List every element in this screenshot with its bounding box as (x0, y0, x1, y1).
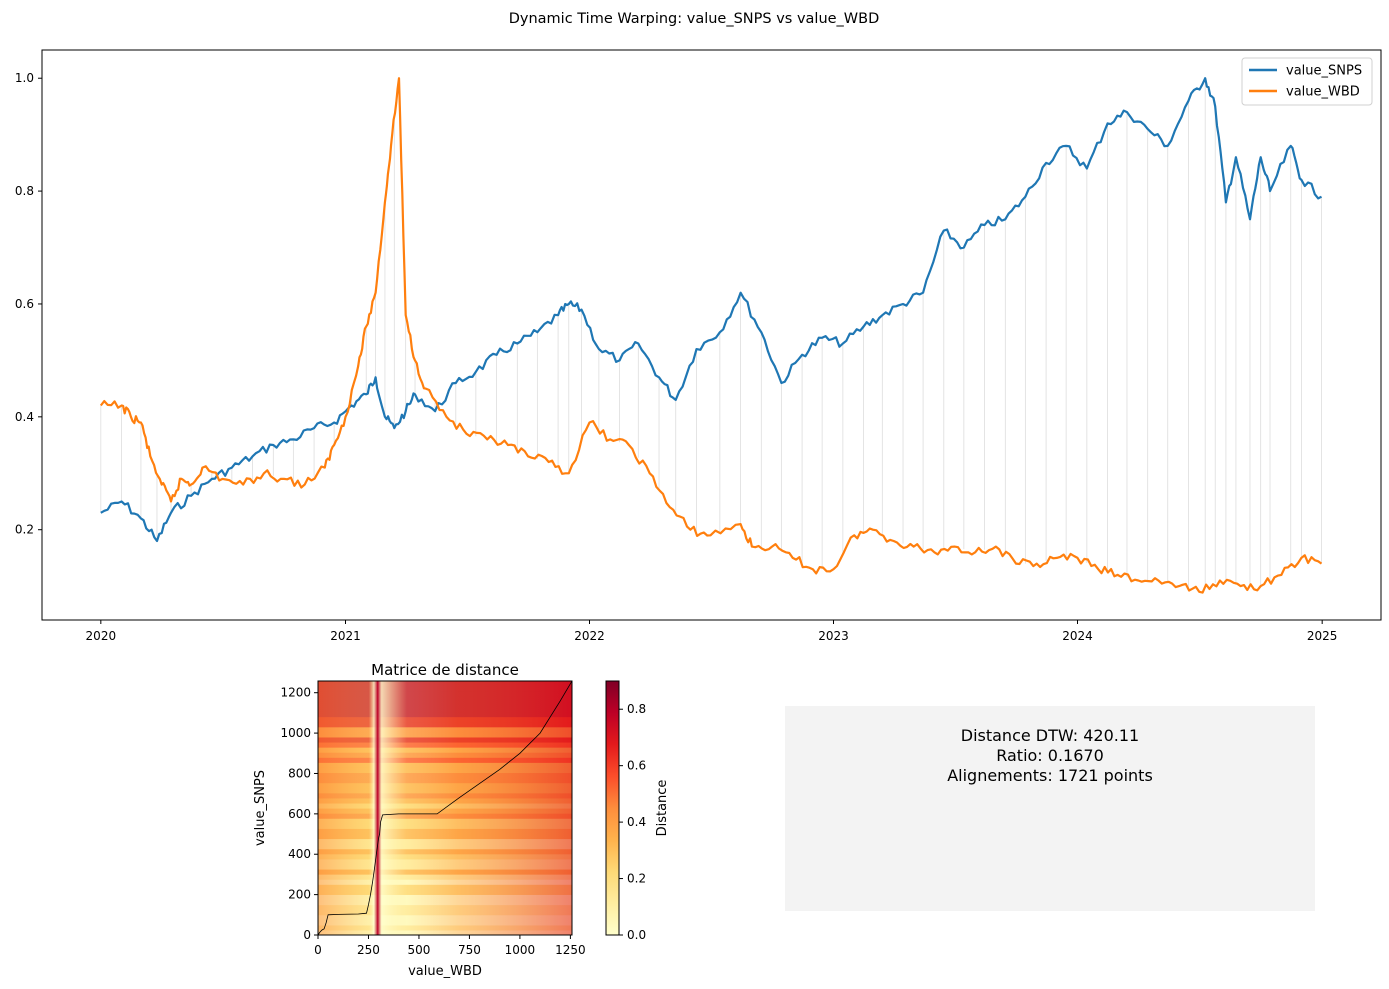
dtw-ratio: Ratio: 0.1670 (996, 746, 1104, 765)
distance-matrix: Matrice de distance 0 250 500 750 1000 1250 0… (253, 661, 670, 979)
x-tick-label-2023: 2023 (818, 629, 849, 643)
legend-label-wbd: value_WBD (1286, 85, 1360, 100)
dtw-distance: Distance DTW: 420.11 (960, 726, 1140, 745)
hm-y-tick-label-1000: 1000 (280, 726, 311, 740)
heatmap-title: Matrice de distance (371, 661, 519, 679)
y-tick-label-0.2: 0.2 (15, 523, 34, 537)
heatmap-xlabel: value_WBD (408, 964, 482, 979)
alignment-lines (100, 78, 1322, 589)
hm-y-tick-label-800: 800 (288, 766, 311, 780)
heatmap-ylabel: value_SNPS (253, 770, 268, 846)
hm-x-tick-label-1000: 1000 (505, 943, 536, 957)
cbar-tick-label-0.2: 0.2 (627, 872, 646, 886)
y-tick-label-0.6: 0.6 (15, 297, 34, 311)
cbar-tick-label-0.8: 0.8 (627, 702, 646, 716)
hm-y-tick-label-1200: 1200 (280, 686, 311, 700)
y-tick-label-1.0: 1.0 (15, 71, 34, 85)
x-tick-label-2025: 2025 (1307, 629, 1338, 643)
hm-y-tick-label-0: 0 (303, 928, 311, 942)
hm-y-tick-label-200: 200 (288, 888, 311, 902)
series-line-value_SNPS (100, 77, 1323, 543)
warping-path (318, 681, 572, 935)
colorbar (605, 680, 620, 936)
heatmap-frame (317, 680, 573, 936)
legend-label-snps: value_SNPS (1286, 64, 1362, 79)
legend: value_SNPS value_WBD (1241, 57, 1373, 106)
hm-x-tick-label-750: 750 (458, 943, 481, 957)
x-tick-label-2024: 2024 (1062, 629, 1093, 643)
cbar-tick-label-0.0: 0.0 (627, 928, 646, 942)
x-tick-label-2022: 2022 (574, 629, 605, 643)
hm-y-tick-label-400: 400 (288, 847, 311, 861)
cbar-tick-label-0.6: 0.6 (627, 759, 646, 773)
hm-x-tick-label-0: 0 (314, 943, 322, 957)
x-tick-label-2020: 2020 (86, 629, 117, 643)
cbar-tick-label-0.4: 0.4 (627, 815, 646, 829)
y-tick-label-0.4: 0.4 (15, 410, 34, 424)
hm-y-tick-label-600: 600 (288, 807, 311, 821)
main-plot-frame (41, 49, 1382, 621)
dtw-alignments: Alignements: 1721 points (947, 766, 1153, 785)
hm-x-tick-label-250: 250 (357, 943, 380, 957)
series-line-value_WBD (99, 77, 1323, 594)
main-chart: 2020 2021 2022 2023 2024 2025 0.2 0.4 0.6 0.8 1.0… (15, 49, 1382, 643)
y-tick-label-0.8: 0.8 (15, 184, 34, 198)
hm-x-tick-label-1250: 1250 (555, 943, 586, 957)
hm-x-tick-label-500: 500 (408, 943, 431, 957)
colorbar-label: Distance (655, 780, 670, 837)
figure-title: Dynamic Time Warping: value_SNPS vs valu… (509, 11, 880, 27)
x-tick-label-2021: 2021 (330, 629, 361, 643)
dtw-info-box: Distance DTW: 420.11 Ratio: 0.1670 Align… (785, 706, 1315, 911)
